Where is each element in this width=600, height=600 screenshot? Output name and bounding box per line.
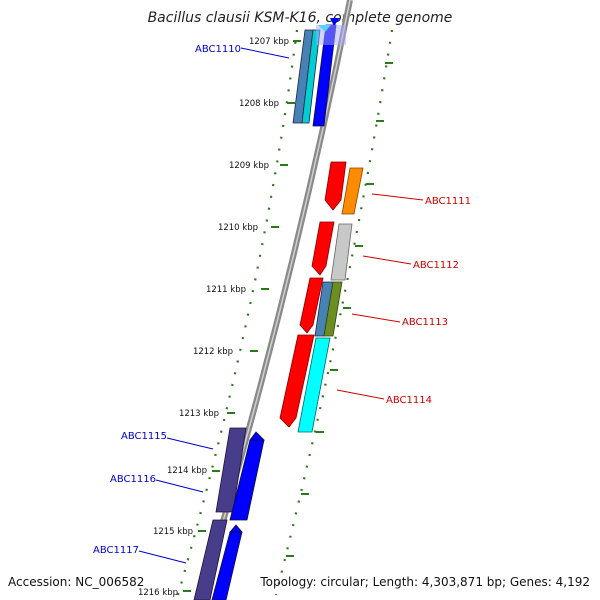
gene-arrow[interactable] [324,161,347,211]
kbp-ticks-right [286,62,393,557]
tick-label: 1210 kbp [218,223,258,233]
gene-arrow[interactable] [193,519,228,600]
gene-group-abc1113 [299,277,343,337]
gene-group-abc1110 [292,18,346,127]
gene-arrow[interactable] [330,223,353,281]
leader-line [166,437,214,450]
gene-arrow[interactable] [311,221,335,276]
gene-arrow-cap [330,18,340,26]
genome-summary-text: Topology: circular; Length: 4,303,871 bp… [260,575,590,589]
gene-labels: ABC1110 ABC1115 ABC1116 ABC1117 ABC1111 … [93,44,471,556]
accession-text: Accession: NC_006582 [8,575,145,589]
leader-line [240,47,290,59]
leader-line [371,193,424,201]
gene-label-abc1110[interactable]: ABC1110 [195,44,241,55]
right-scale-track [274,29,394,596]
gene-overlay [316,25,346,45]
gene-group-abc1112 [311,221,353,281]
tick-label: 1208 kbp [239,99,279,109]
left-scale-track [176,29,299,596]
gene-arrow[interactable] [279,334,315,428]
gene-group-abc1114 [279,334,331,433]
tick-label: 1215 kbp [153,527,193,537]
gene-label-abc1113[interactable]: ABC1113 [402,317,448,328]
gene-label-abc1115[interactable]: ABC1115 [121,431,167,442]
leader-line [351,313,401,323]
tick-label: 1207 kbp [249,37,289,47]
gene-arrow[interactable] [297,337,331,433]
tick-label: 1213 kbp [179,409,219,419]
gene-arrow-cap [249,431,265,441]
leader-line [155,479,204,493]
gene-group-abc1116 [193,519,243,600]
gene-arrow[interactable] [341,167,364,215]
gene-group-abc1111 [324,161,364,215]
gene-arrow[interactable] [299,277,324,334]
gene-arrow[interactable] [323,281,343,337]
gene-label-abc1111[interactable]: ABC1111 [425,196,471,207]
tick-label: 1212 kbp [193,347,233,357]
gene-group-abc1115 [215,427,265,521]
gene-label-abc1116[interactable]: ABC1116 [110,474,156,485]
kbp-ticks-left [183,40,301,592]
genome-backbone-highlight [199,0,351,600]
gene-arrow-cap [229,524,243,533]
tick-label: 1214 kbp [167,466,207,476]
tick-label: 1216 kbp [138,588,178,598]
label-leaders [138,47,424,564]
leader-line [362,255,412,265]
leader-line [336,389,385,400]
leader-line [138,550,187,564]
gene-label-abc1117[interactable]: ABC1117 [93,545,139,556]
kbp-tick-labels: 1207 kbp 1208 kbp 1209 kbp 1210 kbp 1211… [138,37,289,598]
gene-label-abc1112[interactable]: ABC1112 [413,260,459,271]
map-title: Bacillus clausii KSM-K16, complete genom… [147,10,453,26]
tick-label: 1211 kbp [206,285,246,295]
gene-label-abc1114[interactable]: ABC1114 [386,395,432,406]
tick-label: 1209 kbp [229,161,269,171]
